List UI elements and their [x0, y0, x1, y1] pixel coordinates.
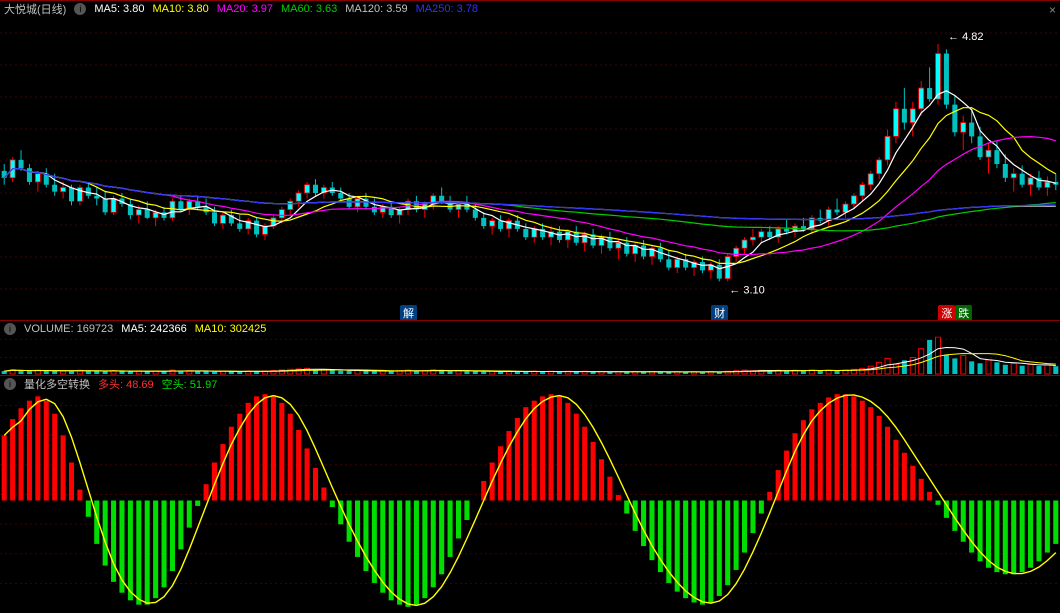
- indicator-header: i 量化多空转换 多头: 48.69 空头: 51.97: [0, 376, 1060, 392]
- volume-panel[interactable]: i VOLUME: 169723 MA5: 242366 MA10: 30242…: [0, 320, 1060, 375]
- bull-label: 多头:: [98, 379, 123, 391]
- volume-header: i VOLUME: 169723 MA5: 242366 MA10: 30242…: [0, 321, 1060, 337]
- event-marker[interactable]: 解: [400, 305, 417, 321]
- stock-title: 大悦城(日线): [4, 1, 66, 17]
- ma-value: MA120: 3.59: [345, 3, 407, 15]
- vol-ma10-value: 302425: [230, 323, 267, 335]
- ma-value: MA250: 3.78: [416, 3, 478, 15]
- bear-value: 51.97: [190, 379, 218, 391]
- price-chart-svg: ← 4.82 ← 3.10: [0, 1, 1060, 321]
- vol-ma5-label: MA5:: [121, 323, 147, 335]
- bear-label: 空头:: [162, 379, 187, 391]
- info-icon[interactable]: i: [74, 3, 86, 15]
- indicator-chart-svg: [0, 376, 1060, 613]
- event-marker[interactable]: 涨: [938, 305, 955, 321]
- event-marker[interactable]: 财: [711, 305, 728, 321]
- vol-ma10-label: MA10:: [195, 323, 227, 335]
- ma-value: MA20: 3.97: [217, 3, 273, 15]
- info-icon[interactable]: i: [4, 323, 16, 335]
- indicator-title: 量化多空转换: [24, 376, 90, 392]
- bull-value: 48.69: [126, 379, 154, 391]
- volume-label: VOLUME:: [24, 323, 74, 335]
- ma-value: MA60: 3.63: [281, 3, 337, 15]
- price-chart-panel[interactable]: 大悦城(日线) i MA5: 3.80 MA10: 3.80 MA20: 3.97 M…: [0, 0, 1060, 320]
- event-marker[interactable]: 跌: [955, 305, 972, 321]
- ma-value: MA5: 3.80: [94, 3, 144, 15]
- svg-text:← 3.10: ← 3.10: [729, 284, 764, 296]
- price-header: 大悦城(日线) i MA5: 3.80 MA10: 3.80 MA20: 3.97 M…: [0, 1, 1060, 17]
- svg-text:← 4.82: ← 4.82: [948, 31, 983, 43]
- vol-ma5-value: 242366: [150, 323, 187, 335]
- indicator-panel[interactable]: i 量化多空转换 多头: 48.69 空头: 51.97: [0, 375, 1060, 612]
- close-icon[interactable]: ×: [1049, 3, 1056, 17]
- volume-value: 169723: [77, 323, 114, 335]
- ma-value: MA10: 3.80: [152, 3, 208, 15]
- info-icon[interactable]: i: [4, 378, 16, 390]
